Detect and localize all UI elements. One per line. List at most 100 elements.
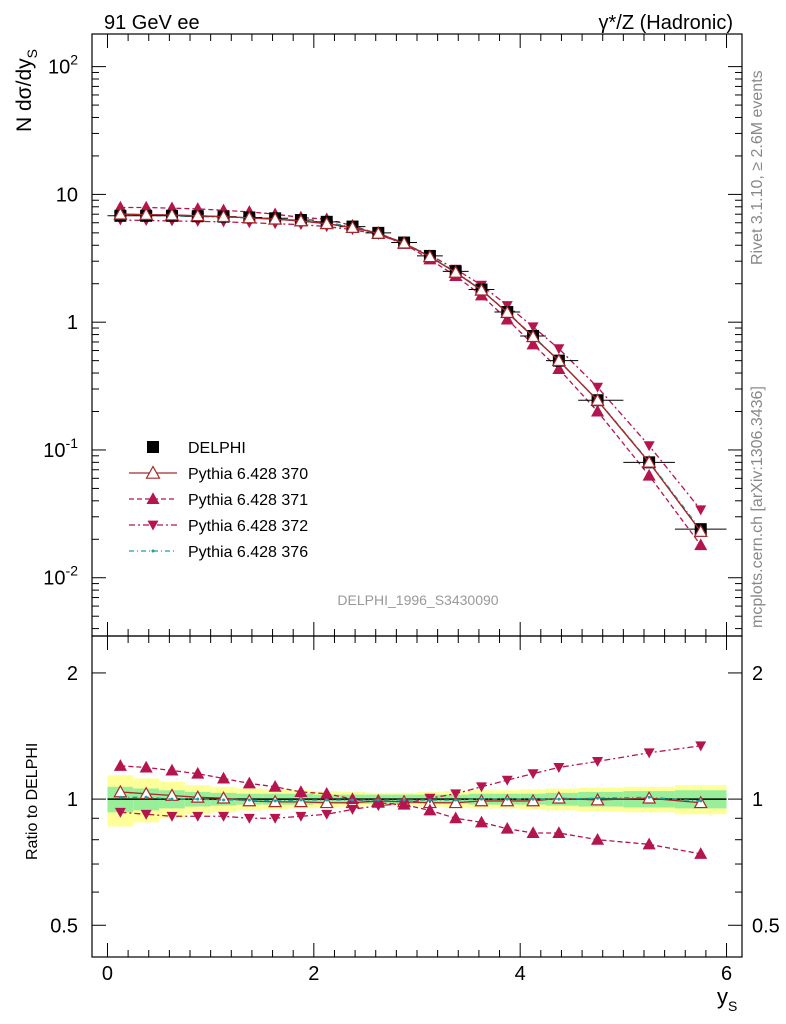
marker-dot <box>428 798 432 802</box>
watermark: DELPHI_1996_S3430090 <box>337 592 498 608</box>
legend-entry: DELPHI <box>147 440 246 457</box>
marker-triangle-up <box>526 337 540 350</box>
marker-triangle-down <box>450 789 462 800</box>
top-y-tick-label: 10 <box>56 184 78 206</box>
xlabel: yS <box>717 984 737 1014</box>
ratio-series-376 <box>118 795 703 803</box>
top-series-370 <box>113 206 708 537</box>
marker-triangle-down <box>592 757 604 767</box>
marker-open-triangle <box>216 209 231 223</box>
legend: DELPHI Pythia 6.428 370 Pythia 6.428 371 Py… <box>129 440 308 561</box>
marker-triangle-up <box>552 362 566 375</box>
marker-open-triangle <box>500 305 515 318</box>
legend-marker <box>146 492 160 504</box>
marker-dot <box>273 799 277 803</box>
marker-open-triangle <box>474 282 489 296</box>
marker-triangle-up <box>242 776 256 789</box>
marker-triangle-up <box>139 760 153 773</box>
top-y-tick-label: 102 <box>48 52 78 79</box>
top-y-tick-label: 10-2 <box>43 563 78 590</box>
marker-dot <box>170 797 174 801</box>
series-line <box>120 745 701 819</box>
marker-dot <box>647 795 651 799</box>
marker-triangle-down <box>695 741 707 752</box>
marker-open-triangle <box>422 249 437 263</box>
marker-dot <box>699 799 703 803</box>
top-series-370 <box>113 206 708 537</box>
legend-entry: Pythia 6.428 372 <box>129 518 308 535</box>
series-line <box>120 796 701 802</box>
marker-triangle-down <box>553 763 565 773</box>
marker-dot <box>505 797 509 801</box>
marker-dot <box>144 795 148 799</box>
marker-triangle-down <box>475 782 487 793</box>
marker-triangle-down <box>114 807 126 818</box>
ratio-y-tick-label-left: 1 <box>67 789 78 811</box>
series-line <box>120 213 702 532</box>
ratio-y-tick-label-right: 0.5 <box>752 915 780 937</box>
legend-entry: Pythia 6.428 371 <box>129 492 308 509</box>
marker-open-triangle <box>190 208 205 222</box>
rivet-label: Rivet 3.1.10, ≥ 2.6M events <box>749 70 766 265</box>
legend-label: DELPHI <box>188 440 246 457</box>
marker-dot <box>596 796 600 800</box>
marker-triangle-down <box>372 801 384 812</box>
marker-open-triangle <box>448 795 463 809</box>
marker-triangle-down <box>166 811 178 822</box>
delphi-data-points <box>107 209 727 536</box>
marker-open-triangle <box>448 265 463 278</box>
ratio-y-tick-label-right: 2 <box>752 663 763 685</box>
series-line <box>120 219 702 511</box>
marker-triangle-down <box>695 505 707 516</box>
top-series-376 <box>118 213 703 532</box>
ratio-y-tick-label-left: 2 <box>67 663 78 685</box>
marker-open-triangle <box>139 207 154 220</box>
marker-triangle-up <box>217 771 231 784</box>
marker-dot <box>454 798 458 802</box>
top-y-tick-label: 10-1 <box>43 435 78 462</box>
marker-open-triangle <box>397 235 412 249</box>
marker-triangle-down <box>398 799 410 810</box>
top-ylabel: N dσ/dyS <box>13 49 40 132</box>
legend-label: Pythia 6.428 370 <box>188 466 308 483</box>
marker-triangle-down <box>140 809 152 820</box>
marker-triangle-down <box>218 811 230 822</box>
marker-triangle-down <box>553 344 565 355</box>
ratio-y-tick-label-left: 0.5 <box>50 915 78 937</box>
marker-triangle-down <box>501 775 513 786</box>
marker-triangle-down <box>643 441 655 452</box>
series-line <box>120 213 702 532</box>
marker-dot <box>479 797 483 801</box>
marker-triangle-down <box>295 811 307 822</box>
marker-triangle-down <box>527 769 539 780</box>
marker-triangle-down <box>592 382 604 393</box>
legend-label: Pythia 6.428 376 <box>188 544 308 561</box>
marker-triangle-up <box>694 538 708 551</box>
marker-open-triangle <box>345 220 360 233</box>
mcplots-label: mcplots.cern.ch [arXiv:1306.3436] <box>749 386 766 628</box>
marker-triangle-up <box>642 837 656 850</box>
x-tick-label: 0 <box>102 963 113 985</box>
marker-dot <box>376 798 380 802</box>
marker-triangle-up <box>191 766 205 779</box>
marker-triangle-up <box>591 832 605 845</box>
marker-triangle-up <box>423 803 437 816</box>
marker-triangle-up <box>500 821 514 834</box>
marker-dot <box>351 798 355 802</box>
legend-label: Pythia 6.428 372 <box>188 518 308 535</box>
marker-dot <box>531 797 535 801</box>
marker-triangle-down <box>321 809 333 820</box>
marker-dot <box>247 798 251 802</box>
marker-open-triangle <box>293 213 308 227</box>
marker-open-triangle <box>164 207 179 221</box>
marker-dot <box>402 798 406 802</box>
marker-open-triangle <box>551 790 566 804</box>
marker-open-triangle <box>642 455 657 468</box>
marker-open-triangle <box>551 353 566 367</box>
marker-triangle-up <box>500 312 514 325</box>
marker-triangle-up <box>526 826 540 839</box>
legend-entry: Pythia 6.428 370 <box>129 465 308 483</box>
marker-dot <box>118 795 122 799</box>
marker-triangle-up <box>642 468 656 481</box>
marker-open-triangle <box>371 226 386 239</box>
